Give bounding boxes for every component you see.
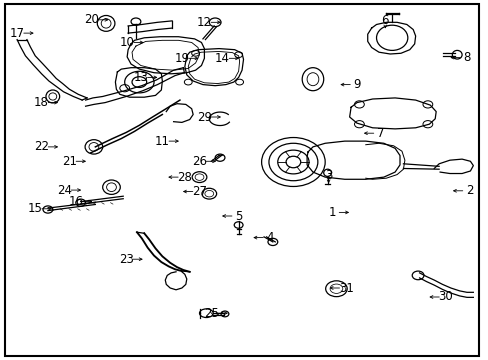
Text: 23: 23 [119,253,133,266]
Text: 20: 20 [84,13,99,26]
Text: 26: 26 [192,155,206,168]
Text: 14: 14 [215,52,229,65]
Text: 8: 8 [462,51,470,64]
Text: 31: 31 [338,282,353,294]
Text: 18: 18 [34,96,49,109]
Text: 4: 4 [265,231,273,244]
Text: 5: 5 [234,210,242,222]
Text: 13: 13 [133,71,148,84]
Text: 25: 25 [203,307,218,320]
Text: 12: 12 [197,16,211,29]
Text: 9: 9 [352,78,360,91]
Text: 3: 3 [324,169,332,182]
Text: 29: 29 [197,111,211,123]
Text: 27: 27 [192,185,206,198]
Text: 21: 21 [62,155,77,168]
Text: 16: 16 [68,195,83,208]
Text: 2: 2 [465,184,472,197]
Text: 17: 17 [10,27,24,40]
Text: 22: 22 [34,140,49,153]
Text: 6: 6 [381,14,388,27]
Text: 15: 15 [28,202,42,215]
Text: 10: 10 [120,36,134,49]
Text: 11: 11 [155,135,169,148]
Text: 7: 7 [376,127,384,140]
Text: 24: 24 [57,184,72,197]
Text: 1: 1 [328,206,336,219]
Text: 28: 28 [177,171,192,184]
Text: 19: 19 [174,52,189,65]
Text: 30: 30 [438,291,452,303]
